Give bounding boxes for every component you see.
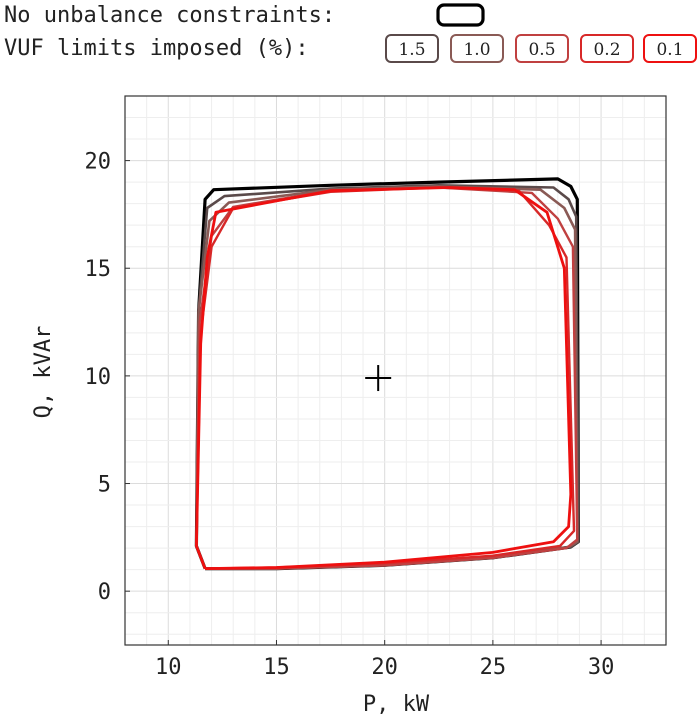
- x-axis-label: P, kW: [363, 692, 430, 717]
- legend-badge-label: 1.0: [463, 40, 490, 60]
- legend-badge-label: 0.1: [656, 40, 683, 60]
- legend-badge-label: 1.5: [398, 40, 425, 60]
- x-tick-label: 25: [480, 655, 507, 680]
- plot-frame: [124, 95, 667, 646]
- legend-badge: [515, 34, 569, 63]
- legend-vuf-label: VUF limits imposed (%):: [4, 36, 309, 61]
- legend-badge: [385, 34, 439, 63]
- x-tick-label: 30: [588, 655, 615, 680]
- x-tick-label: 20: [371, 655, 398, 680]
- y-tick-label: 5: [98, 473, 111, 498]
- legend-vuf-badges: 1.5 1.0 0.5 0.2 0.1: [385, 34, 697, 63]
- y-tick-label: 15: [85, 257, 112, 282]
- x-tick-label: 10: [155, 655, 182, 680]
- legend-no-constraint-swatch: [436, 3, 485, 27]
- center-marker: [365, 365, 392, 392]
- x-tick-label: 15: [263, 655, 290, 680]
- plot-area: 10 15 20 25 30 0 5 10 15 20: [85, 95, 667, 680]
- series-line-5: [194, 186, 573, 570]
- series-layer: [194, 177, 581, 571]
- ticks: 10 15 20 25 30 0 5 10 15 20: [85, 150, 615, 680]
- legend-badge: [643, 34, 697, 63]
- legend-badge: [580, 34, 634, 63]
- legend-no-constraint-label: No unbalance constraints:: [4, 3, 335, 28]
- y-axis-label: Q, kVAr: [31, 326, 56, 419]
- y-tick-label: 20: [85, 150, 112, 175]
- y-tick-label: 10: [85, 365, 112, 390]
- legend-badge-label: 0.5: [528, 40, 555, 60]
- legend-badge-label: 0.2: [593, 40, 620, 60]
- legend-badge: [450, 34, 504, 63]
- grid: [124, 95, 667, 645]
- y-tick-label: 0: [98, 580, 111, 605]
